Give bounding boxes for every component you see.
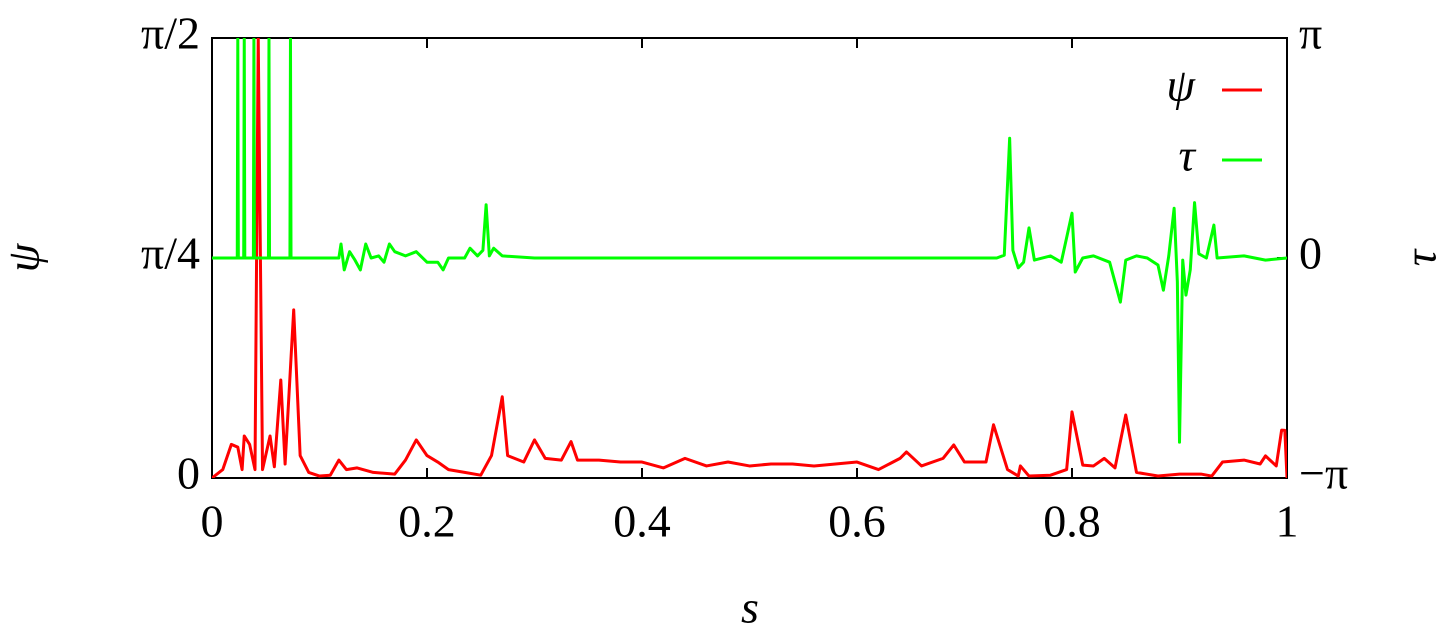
x-tick-label: 0.2 [398, 496, 456, 547]
series-line [212, 38, 1287, 478]
legend-label: ψ [1166, 60, 1196, 111]
x-tick-label: 0.4 [613, 496, 671, 547]
x-tick-label: 1 [1276, 496, 1299, 547]
y-tick-label: π/4 [141, 228, 200, 279]
x-tick-label: 0 [201, 496, 224, 547]
y-tick-label: 0 [177, 448, 200, 499]
x-axis-label: s [741, 582, 759, 633]
x-tick-label: 0.6 [828, 496, 886, 547]
y-tick-label: π/2 [141, 8, 200, 59]
x-tick-label: 0.8 [1043, 496, 1101, 547]
y2-tick-label: π [1299, 8, 1322, 59]
y2-tick-label: 0 [1299, 228, 1322, 279]
y2-tick-label: −π [1299, 448, 1348, 499]
y2-axis-label: τ [1395, 248, 1446, 266]
series-line [212, 38, 1287, 444]
y-axis-label: ψ [0, 242, 49, 272]
legend-label: τ [1179, 130, 1197, 181]
